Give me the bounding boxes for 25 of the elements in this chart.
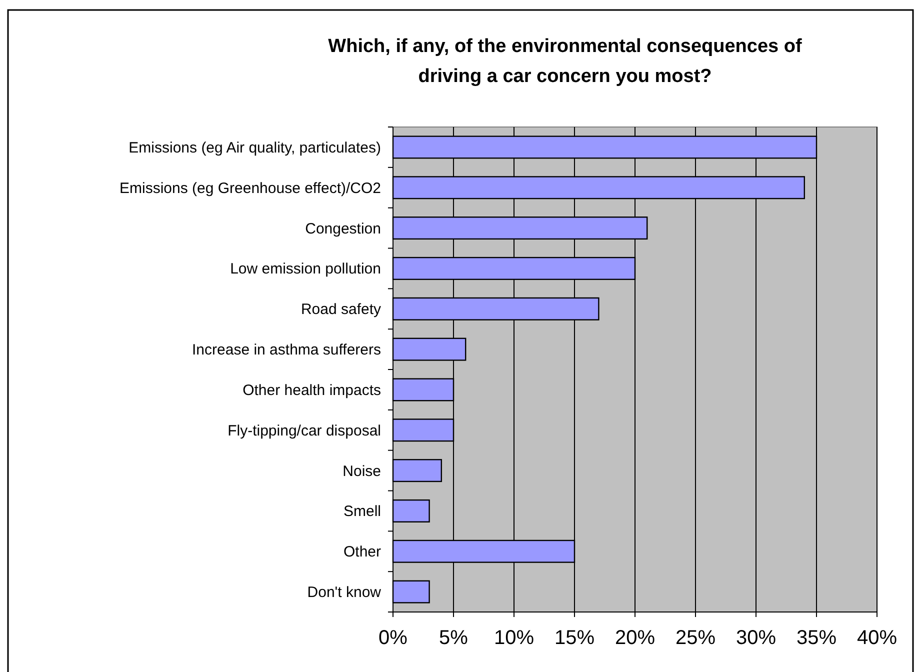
x-tick-label: 5% xyxy=(439,627,468,649)
bar xyxy=(392,580,430,604)
x-tick-label: 0% xyxy=(378,627,408,649)
x-tick-label: 20% xyxy=(614,627,656,649)
y-tick-label: Emissions (eg Greenhouse effect)/CO2 xyxy=(119,180,381,197)
y-tick-label: Congestion xyxy=(305,220,381,238)
y-tick-label: Noise xyxy=(342,462,381,480)
y-tick-label: Smell xyxy=(343,503,381,520)
y-tick-label: Emissions (eg Air quality, particulates) xyxy=(128,139,381,156)
y-tick-label: Other health impacts xyxy=(242,382,381,399)
x-tick-label: 25% xyxy=(675,627,716,649)
y-tick-label: Low emission pollution xyxy=(230,260,381,278)
x-tick-label: 35% xyxy=(796,627,837,649)
chart-title: Which, if any, of the environmental consequences of driving a car concern you most? xyxy=(328,36,802,87)
x-tick-label: 15% xyxy=(554,627,595,649)
y-tick-label: Increase in asthma sufferers xyxy=(192,342,381,359)
y-tick-label: Don't know xyxy=(307,584,382,602)
y-tick-label: Other xyxy=(343,544,382,561)
x-tick-label: 30% xyxy=(736,627,776,649)
bar xyxy=(392,499,430,522)
bar xyxy=(392,459,442,482)
x-tick-label: 10% xyxy=(494,627,534,649)
y-tick-label: Road safety xyxy=(300,301,382,318)
y-tick-label: Fly-tipping/car disposal xyxy=(228,422,381,440)
x-tick-label: 40% xyxy=(856,627,898,649)
